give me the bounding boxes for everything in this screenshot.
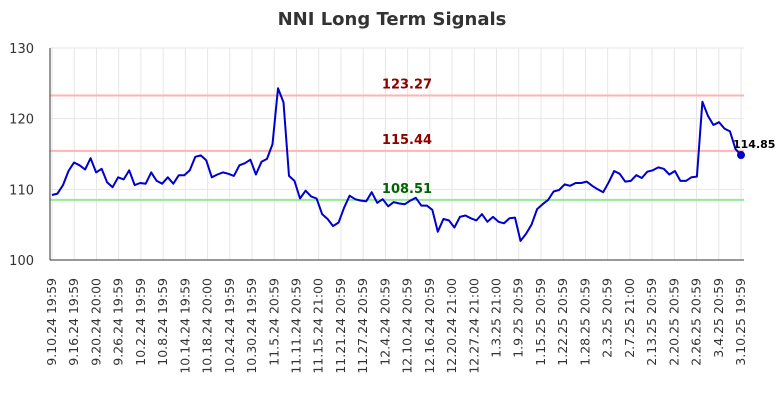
labels: 123.27 115.44 108.51 114.85 — [382, 78, 776, 197]
x-tick-label: 2.26.25 20:59 — [689, 278, 704, 366]
x-tick-label: 2.13.25 20:59 — [644, 278, 659, 366]
x-tick-label: 12.4.24 20:59 — [377, 278, 392, 366]
x-tick-label: 2.7.25 21:00 — [622, 278, 637, 358]
x-tick-label: 12.20.24 21:00 — [444, 278, 459, 374]
reference-lines — [50, 94, 744, 201]
x-tick-label: 3.4.25 20:59 — [711, 278, 726, 358]
x-tick-label: 10.18.24 20:00 — [200, 278, 215, 374]
x-tick-label: 11.11.24 20:59 — [288, 278, 303, 374]
x-tick-label: 11.5.24 20:59 — [266, 278, 281, 366]
reference-line-label: 123.27 — [382, 78, 432, 93]
reference-line-label: 108.51 — [382, 182, 432, 197]
series-line — [51, 87, 742, 242]
x-tick-label: 2.20.25 20:59 — [666, 278, 681, 366]
x-tick-label: 11.27.24 20:59 — [355, 278, 370, 374]
x-tick-label: 1.3.25 21:00 — [489, 278, 504, 358]
y-tick-label: 110 — [9, 183, 34, 198]
x-tick-label: 9.26.24 19:59 — [111, 278, 126, 366]
x-tick-label: 10.2.24 19:59 — [133, 278, 148, 366]
x-tick-label: 10.24.24 19:59 — [222, 278, 237, 374]
reference-line-label: 115.44 — [382, 133, 432, 148]
last-point-label: 114.85 — [733, 138, 775, 151]
x-tick-label: 10.30.24 19:59 — [244, 278, 259, 374]
x-tick-label: 1.28.25 20:59 — [577, 278, 592, 366]
x-tick-label: 10.14.24 19:59 — [177, 278, 192, 374]
x-tick-label: 2.3.25 20:59 — [600, 278, 615, 358]
x-tick-label: 9.10.24 19:59 — [44, 278, 59, 366]
x-tick-label: 12.16.24 20:59 — [422, 278, 437, 374]
x-tick-label: 1.22.25 20:59 — [555, 278, 570, 366]
x-tick-label: 12.27.24 21:00 — [466, 278, 481, 374]
last-point-marker — [737, 151, 745, 160]
x-tick-label: 11.21.24 20:59 — [333, 278, 348, 374]
axes: 100 110 120 130 9.10.24 19:59 9.16.24 19:59 9.… — [9, 42, 748, 374]
x-tick-label: 10.8.24 19:59 — [155, 278, 170, 366]
x-tick-label: 12.10.24 20:59 — [400, 278, 415, 374]
y-tick-label: 130 — [9, 42, 34, 57]
x-tick-label: 1.15.25 20:59 — [533, 278, 548, 366]
x-tick-label: 9.20.24 20:00 — [88, 278, 103, 366]
x-tick-label: 11.15.24 21:00 — [311, 278, 326, 374]
series-layer — [51, 87, 745, 242]
x-tick-label: 9.16.24 19:59 — [66, 278, 81, 366]
y-tick-label: 100 — [9, 254, 34, 269]
chart-title: NNI Long Term Signals — [278, 9, 507, 30]
x-tick-label: 3.10.25 19:59 — [733, 278, 748, 366]
y-tick-label: 120 — [9, 113, 34, 128]
x-tick-label: 1.9.25 20:59 — [511, 278, 526, 358]
